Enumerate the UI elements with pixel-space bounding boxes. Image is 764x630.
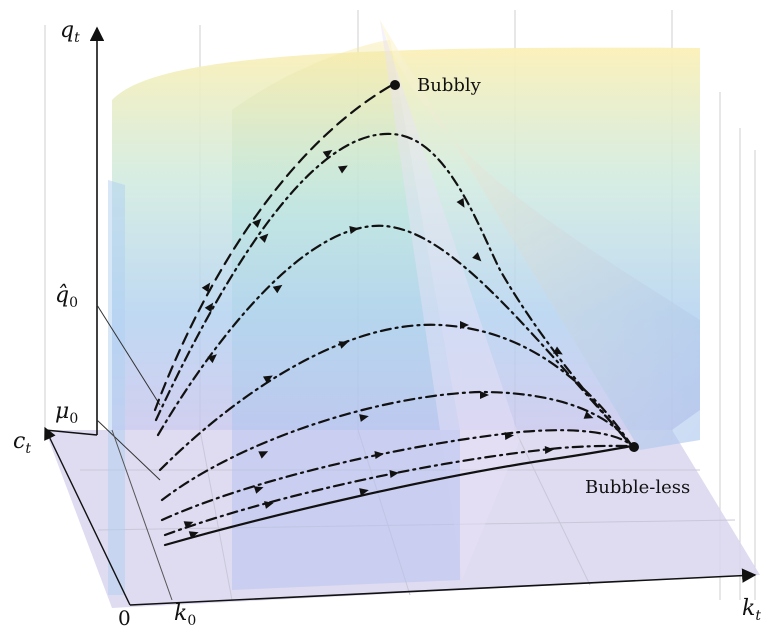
mu0-label: μ0 [55,399,78,427]
k-axis [129,568,757,606]
trajectory-3 [158,323,634,472]
k-axis-label: kt [742,596,761,624]
mu0-guide [96,419,161,481]
trajectory-bubbly [153,83,394,412]
trajectory-2 [156,224,634,448]
k0-guide [111,429,173,601]
trajectory-4 [160,390,634,502]
bubbly-label: Bubbly [417,75,482,96]
qhat0-guide [96,304,161,406]
origin-label: 0 [118,606,131,630]
c-axis-label: ct [13,429,31,457]
trajectories [153,83,634,547]
c-axis [44,426,131,606]
q-axis-label: qt [60,18,80,46]
bubbly-point [390,80,400,90]
k0-label: k0 [174,601,196,629]
trajectory-7 [163,444,634,547]
trajectory-arrowheads [183,149,594,539]
trajectory-5 [160,429,634,522]
bubble-less-label: Bubble-less [585,477,690,498]
qhat0-label: q̂0 [55,283,78,311]
trajectory-1 [154,132,634,448]
trajectory-6 [163,444,634,537]
axes [44,26,757,606]
surface [108,20,700,595]
bubble-less-point [629,442,639,452]
